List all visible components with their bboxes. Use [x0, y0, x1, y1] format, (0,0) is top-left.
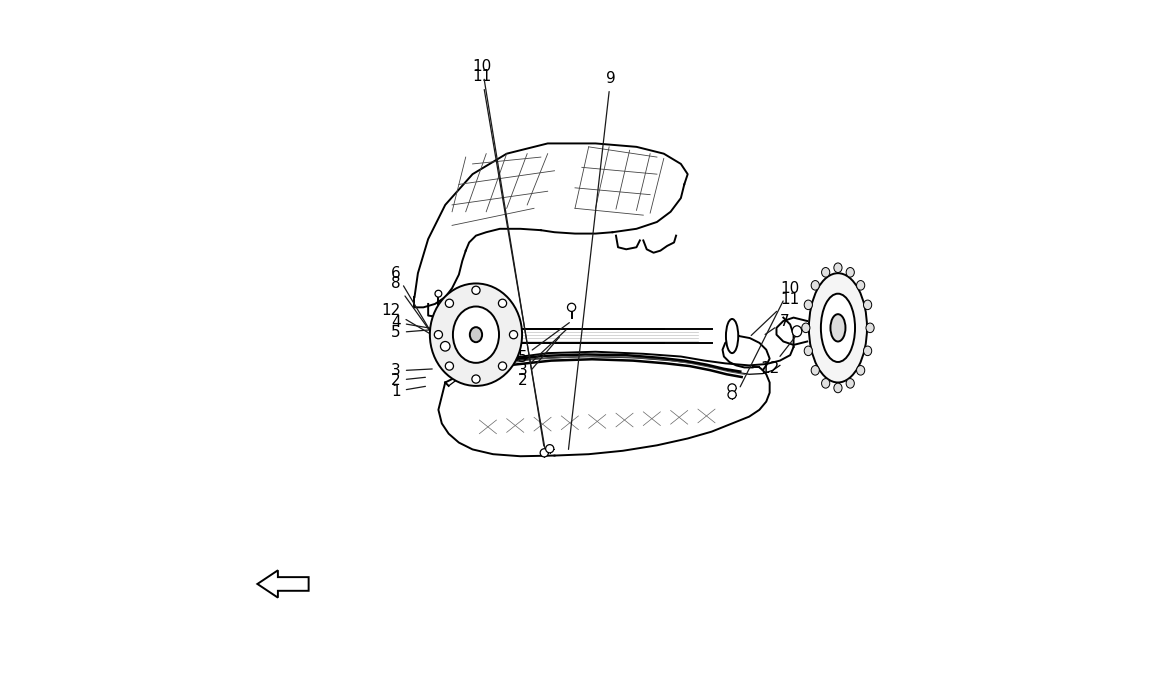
- Ellipse shape: [726, 319, 738, 353]
- Ellipse shape: [811, 281, 819, 290]
- Ellipse shape: [453, 307, 499, 363]
- Text: 6: 6: [391, 266, 451, 365]
- Text: 4: 4: [391, 315, 446, 331]
- Ellipse shape: [509, 331, 518, 339]
- Ellipse shape: [792, 326, 802, 337]
- Text: 11: 11: [751, 292, 799, 335]
- Ellipse shape: [808, 273, 867, 382]
- Text: 5: 5: [518, 322, 569, 365]
- Ellipse shape: [804, 346, 812, 356]
- Ellipse shape: [830, 314, 845, 342]
- Ellipse shape: [834, 263, 842, 273]
- Text: 10: 10: [473, 59, 544, 446]
- Polygon shape: [258, 570, 308, 598]
- Circle shape: [728, 391, 736, 399]
- Ellipse shape: [846, 378, 854, 388]
- Circle shape: [540, 449, 549, 457]
- Ellipse shape: [472, 286, 480, 294]
- Text: 12: 12: [382, 303, 444, 342]
- Text: 5: 5: [391, 325, 453, 340]
- Ellipse shape: [430, 283, 522, 386]
- Circle shape: [545, 445, 554, 453]
- Ellipse shape: [445, 299, 453, 307]
- Ellipse shape: [470, 327, 482, 342]
- Ellipse shape: [472, 375, 480, 383]
- Text: 8: 8: [391, 276, 458, 370]
- Text: 1: 1: [391, 384, 425, 399]
- Text: 3: 3: [391, 363, 432, 378]
- Ellipse shape: [857, 281, 865, 290]
- Ellipse shape: [864, 346, 872, 356]
- Ellipse shape: [498, 299, 507, 307]
- Ellipse shape: [445, 362, 453, 370]
- Ellipse shape: [498, 362, 507, 370]
- Text: 7: 7: [765, 313, 790, 335]
- Ellipse shape: [864, 300, 872, 309]
- Circle shape: [435, 290, 442, 297]
- Ellipse shape: [846, 268, 854, 277]
- Ellipse shape: [821, 268, 830, 277]
- Ellipse shape: [821, 378, 830, 388]
- Circle shape: [567, 303, 576, 311]
- Ellipse shape: [802, 323, 810, 333]
- Ellipse shape: [435, 331, 443, 339]
- Ellipse shape: [811, 365, 819, 375]
- Text: 11: 11: [473, 69, 545, 450]
- Circle shape: [440, 342, 450, 351]
- Ellipse shape: [821, 294, 856, 362]
- Text: 10: 10: [741, 281, 799, 387]
- Text: 3: 3: [518, 330, 566, 378]
- Circle shape: [728, 384, 736, 392]
- Ellipse shape: [857, 365, 865, 375]
- Text: 12: 12: [760, 334, 797, 376]
- Text: 2: 2: [391, 373, 425, 388]
- Text: 9: 9: [568, 71, 615, 449]
- Ellipse shape: [834, 383, 842, 393]
- Ellipse shape: [804, 300, 812, 309]
- Ellipse shape: [866, 323, 874, 333]
- Text: 2: 2: [518, 337, 560, 388]
